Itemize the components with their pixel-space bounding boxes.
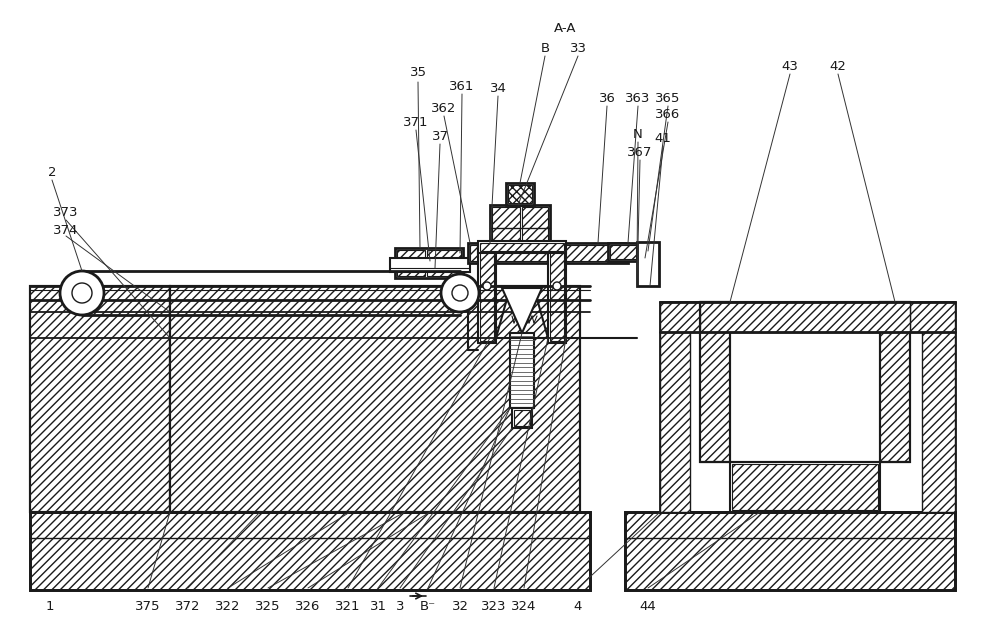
Text: 37: 37	[432, 129, 448, 143]
Bar	[427, 250, 461, 276]
Bar	[30, 512, 590, 590]
Bar	[470, 245, 626, 261]
Bar	[492, 207, 520, 241]
Bar	[608, 243, 638, 261]
Text: 371: 371	[403, 116, 429, 129]
Text: 325: 325	[255, 600, 281, 612]
Bar	[700, 302, 730, 462]
Text: 31: 31	[370, 600, 386, 612]
Text: 324: 324	[511, 600, 537, 612]
Circle shape	[553, 282, 561, 290]
Text: 321: 321	[335, 600, 361, 612]
Circle shape	[452, 285, 468, 301]
Bar	[548, 243, 566, 343]
Text: 3: 3	[396, 600, 404, 612]
Text: 43: 43	[782, 60, 798, 72]
Bar	[510, 333, 534, 408]
Text: 362: 362	[431, 102, 457, 114]
Bar	[522, 207, 548, 241]
Bar	[390, 258, 470, 272]
Bar	[468, 243, 628, 263]
Bar	[506, 183, 534, 205]
Bar	[480, 245, 494, 341]
Bar	[700, 302, 910, 332]
Text: 4: 4	[574, 600, 582, 612]
Text: 367: 367	[627, 146, 653, 158]
Bar	[660, 302, 955, 332]
Circle shape	[72, 283, 92, 303]
Bar	[732, 464, 878, 510]
Text: 36: 36	[599, 92, 615, 104]
Circle shape	[441, 274, 479, 312]
Bar	[512, 408, 532, 428]
Bar	[610, 245, 636, 259]
Bar	[514, 410, 530, 426]
Text: 373: 373	[53, 207, 79, 220]
Text: 41: 41	[655, 131, 671, 144]
Bar	[30, 286, 170, 512]
Text: 375: 375	[135, 600, 161, 612]
Bar	[922, 302, 955, 512]
Text: 322: 322	[215, 600, 241, 612]
Text: 1: 1	[46, 600, 54, 612]
Circle shape	[483, 282, 491, 290]
Bar	[880, 302, 910, 462]
Text: 32: 32	[452, 600, 468, 612]
Bar	[625, 512, 955, 590]
Bar	[170, 286, 580, 512]
Text: 323: 323	[481, 600, 507, 612]
Text: 374: 374	[53, 224, 79, 237]
Bar	[730, 462, 880, 512]
Bar	[625, 512, 955, 590]
Text: B⁻: B⁻	[420, 600, 436, 612]
Bar	[397, 250, 425, 276]
Text: B: B	[540, 41, 550, 55]
Bar	[30, 286, 170, 512]
Bar	[30, 512, 590, 590]
Bar	[660, 302, 690, 512]
Text: N: N	[633, 127, 643, 141]
Bar	[480, 243, 564, 251]
Bar	[550, 245, 564, 341]
Text: 42: 42	[830, 60, 846, 72]
Bar	[880, 302, 910, 462]
Bar	[395, 248, 463, 278]
Text: 34: 34	[490, 82, 506, 94]
Text: 33: 33	[570, 41, 586, 55]
Bar	[660, 302, 955, 512]
Polygon shape	[502, 288, 542, 333]
Text: 363: 363	[625, 92, 651, 104]
Text: 361: 361	[449, 80, 475, 92]
Text: 365: 365	[655, 92, 681, 104]
Text: 35: 35	[410, 65, 426, 78]
Circle shape	[60, 271, 104, 315]
Text: 326: 326	[295, 600, 321, 612]
Bar	[637, 242, 659, 286]
Text: 366: 366	[655, 107, 681, 121]
Bar	[478, 243, 496, 343]
Bar	[508, 185, 532, 203]
Text: 44: 44	[640, 600, 656, 612]
Text: A-A: A-A	[554, 21, 576, 35]
Bar	[700, 302, 730, 462]
Bar	[490, 205, 550, 243]
Bar	[478, 241, 566, 253]
Text: 372: 372	[175, 600, 201, 612]
Bar	[170, 286, 580, 512]
Text: 2: 2	[48, 166, 56, 180]
